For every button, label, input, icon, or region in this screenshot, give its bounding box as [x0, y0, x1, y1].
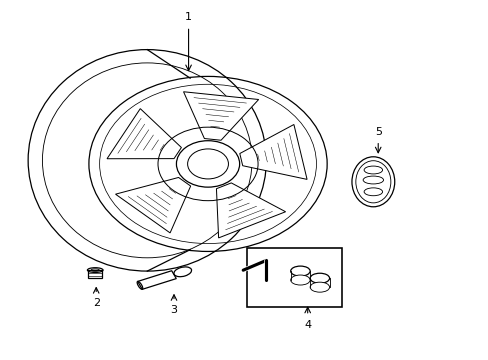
Circle shape — [176, 141, 239, 187]
Ellipse shape — [309, 282, 329, 292]
Ellipse shape — [351, 157, 394, 207]
Polygon shape — [138, 271, 176, 289]
Polygon shape — [183, 92, 258, 140]
Ellipse shape — [309, 273, 329, 283]
Text: 1: 1 — [184, 13, 192, 22]
Text: 5: 5 — [374, 127, 381, 137]
Text: 3: 3 — [170, 305, 177, 315]
Polygon shape — [239, 125, 306, 179]
Polygon shape — [115, 177, 190, 233]
Ellipse shape — [290, 275, 309, 285]
Polygon shape — [216, 183, 285, 238]
Text: 4: 4 — [304, 320, 311, 330]
Circle shape — [187, 149, 228, 179]
Polygon shape — [107, 109, 181, 159]
Ellipse shape — [290, 266, 309, 276]
Text: 2: 2 — [92, 298, 100, 308]
Bar — [246, 248, 341, 307]
